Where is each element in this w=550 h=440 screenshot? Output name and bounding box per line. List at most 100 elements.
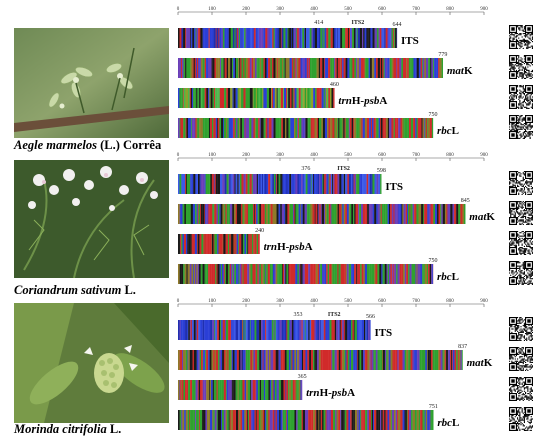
barcode-stripe xyxy=(289,28,292,48)
barcode-stripe xyxy=(330,350,332,370)
barcode-stripe xyxy=(232,88,234,108)
barcode-stripe xyxy=(202,380,205,400)
barcode-stripe xyxy=(243,88,246,108)
barcode-stripe xyxy=(398,118,401,138)
scale-tick-label: 600 xyxy=(378,7,386,12)
barcode-stripe xyxy=(317,118,320,138)
barcode-stripe xyxy=(230,320,232,340)
gene-name-label: ITS xyxy=(385,181,403,193)
barcode-stripe xyxy=(304,118,306,138)
barcode-stripe xyxy=(243,118,245,138)
barcode-stripe xyxy=(194,234,198,254)
barcode-stripe xyxy=(291,58,294,78)
barcode-stripe xyxy=(259,174,261,194)
barcode-stripe xyxy=(283,88,287,108)
barcode-matk xyxy=(178,204,466,224)
barcode-stripe xyxy=(382,410,385,430)
barcode-stripe xyxy=(197,264,200,284)
barcode-stripe xyxy=(186,88,189,108)
barcode-stripe xyxy=(316,350,319,370)
species-label-morinda-citrifolia: Morinda citrifolia L. xyxy=(14,422,121,437)
barcode-stripe xyxy=(251,204,254,224)
barcode-stripe xyxy=(326,350,329,370)
barcode-stripe xyxy=(240,410,243,430)
barcode-stripe xyxy=(294,88,297,108)
barcode-stripe xyxy=(354,174,357,194)
barcode-stripe xyxy=(245,58,249,78)
barcode-stripe xyxy=(339,320,341,340)
barcode-stripe xyxy=(330,28,333,48)
barcode-stripe xyxy=(225,380,227,400)
barcode-stripe xyxy=(182,410,185,430)
barcode-stripe xyxy=(374,58,377,78)
plant-photo-coriandrum-sativum xyxy=(14,160,169,278)
barcode-stripe xyxy=(346,28,349,48)
barcode-stripe xyxy=(333,320,335,340)
barcode-stripe xyxy=(241,264,243,284)
barcode-stripe xyxy=(325,88,328,108)
barcode-stripe xyxy=(426,118,428,138)
barcode-stripe xyxy=(310,264,313,284)
scale-tick-label: 900 xyxy=(480,299,488,304)
barcode-stripe xyxy=(204,88,207,108)
barcode-stripe xyxy=(432,204,434,224)
barcode-stripe xyxy=(235,410,239,430)
barcode-stripe xyxy=(329,264,332,284)
barcode-stripe xyxy=(233,320,236,340)
barcode-stripe xyxy=(364,264,368,284)
barcode-stripe xyxy=(254,204,257,224)
barcode-stripe xyxy=(256,380,259,400)
barcode-stripe xyxy=(222,28,225,48)
barcode-stripe xyxy=(287,174,290,194)
barcode-stripe xyxy=(208,204,210,224)
barcode-stripe xyxy=(208,264,210,284)
barcode-stripe xyxy=(338,28,341,48)
barcode-stripe xyxy=(307,350,310,370)
barcode-stripe xyxy=(232,264,233,284)
barcode-stripe xyxy=(271,88,274,108)
barcode-stripe xyxy=(246,204,249,224)
barcode-stripe xyxy=(317,204,319,224)
barcode-stripe xyxy=(353,350,355,370)
barcode-stripe xyxy=(288,28,290,48)
barcode-stripe xyxy=(213,410,215,430)
barcode-stripe xyxy=(305,410,309,430)
barcode-stripe xyxy=(179,264,182,284)
its2-start-label: 376 xyxy=(301,166,310,172)
barcode-stripe xyxy=(317,174,320,194)
barcode-stripe xyxy=(394,264,397,284)
barcode-stripe xyxy=(308,410,310,430)
barcode-stripe xyxy=(225,118,228,138)
barcode-stripe xyxy=(425,118,428,138)
barcode-stripe xyxy=(325,174,328,194)
barcode-stripe xyxy=(338,410,341,430)
barcode-stripe xyxy=(252,28,254,48)
barcode-stripe xyxy=(272,380,274,400)
barcode-stripe xyxy=(416,410,419,430)
barcode-stripe xyxy=(345,204,348,224)
barcode-stripe xyxy=(391,264,393,284)
barcode-stripe xyxy=(220,350,223,370)
barcode-stripe xyxy=(268,320,271,340)
barcode-stripe xyxy=(370,58,372,78)
barcode-stripe xyxy=(198,410,200,430)
barcode-stripe xyxy=(260,118,263,138)
barcode-stripe xyxy=(280,174,282,194)
barcode-stripe xyxy=(371,410,374,430)
barcode-stripe xyxy=(370,28,373,48)
barcode-stripe xyxy=(301,118,304,138)
barcode-stripe xyxy=(275,58,278,78)
barcode-stripe xyxy=(200,28,203,48)
barcode-stripe xyxy=(253,350,256,370)
barcode-stripe xyxy=(315,320,318,340)
barcode-stripe xyxy=(184,118,186,138)
barcode-stripe xyxy=(315,264,318,284)
qr-code xyxy=(509,347,533,371)
barcode-stripe xyxy=(256,88,259,108)
barcode-stripe xyxy=(229,174,231,194)
barcode-stripe xyxy=(350,320,353,340)
barcode-stripe xyxy=(427,410,430,430)
barcode-stripe xyxy=(251,380,253,400)
barcode-stripe xyxy=(225,410,228,430)
